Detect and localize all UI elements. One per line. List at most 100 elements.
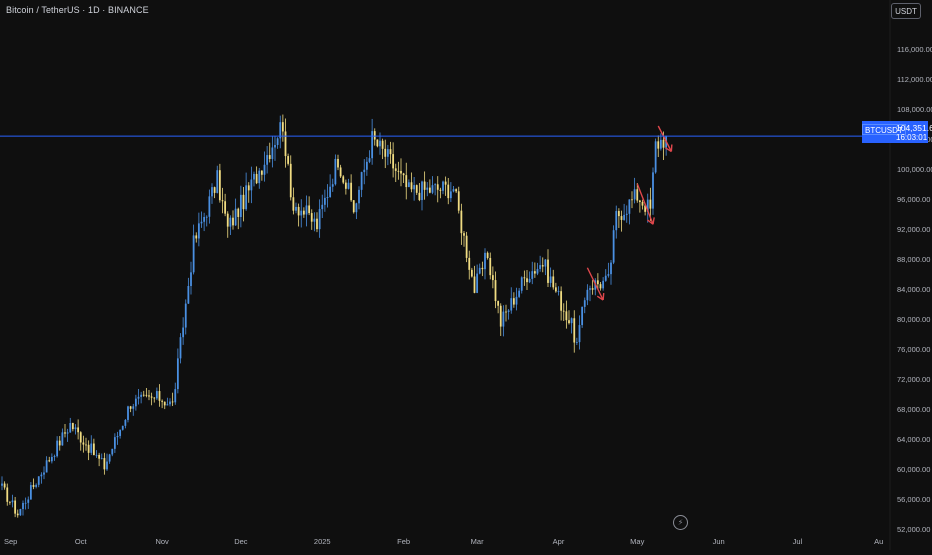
candle-body: [642, 202, 644, 206]
candle-body: [384, 149, 386, 157]
candle-body: [657, 141, 659, 148]
candle-body: [636, 189, 638, 200]
candle-body: [1, 484, 3, 486]
price-tick-label: 92,000.00: [897, 225, 930, 234]
candle-body: [558, 291, 560, 292]
candle-body: [513, 298, 515, 304]
time-tick-label: Feb: [397, 537, 410, 546]
bar-countdown: 16:03:01: [896, 133, 927, 142]
candle-body: [547, 260, 549, 283]
candle-body: [605, 276, 607, 281]
candle-body: [290, 164, 292, 197]
candle-body: [208, 196, 210, 216]
candle-body: [159, 391, 161, 401]
price-tick-label: 60,000.00: [897, 465, 930, 474]
candle-body: [180, 337, 182, 358]
candle-body: [455, 189, 457, 191]
candle-body: [69, 423, 71, 432]
candle-body: [366, 162, 368, 170]
candle-body: [287, 156, 289, 164]
candle-body: [311, 213, 313, 222]
currency-button[interactable]: USDT: [891, 3, 921, 19]
candle-body: [143, 395, 145, 396]
candle-body: [411, 182, 413, 189]
candle-body: [177, 358, 179, 389]
candle-body: [75, 427, 77, 429]
candle-body: [261, 171, 263, 175]
candle-body: [72, 423, 74, 429]
candle-body: [466, 236, 468, 258]
candle-body: [460, 211, 462, 233]
candle-body: [237, 209, 239, 217]
time-tick-label: May: [630, 537, 644, 546]
candle-body: [4, 484, 6, 488]
candle-body: [429, 188, 431, 193]
price-tick-label: 72,000.00: [897, 375, 930, 384]
candle-body: [613, 230, 615, 262]
last-price-value: 104,351.63: [896, 123, 932, 133]
candle-body: [256, 174, 258, 183]
candle-body: [652, 172, 654, 208]
candle-body: [584, 300, 586, 307]
candle-body: [581, 307, 583, 325]
candle-body: [416, 185, 418, 193]
candle-body: [111, 449, 113, 455]
candle-body: [187, 286, 189, 304]
candle-body: [235, 209, 237, 226]
candle-body: [529, 279, 531, 282]
candle-body: [214, 187, 216, 193]
candle-body: [576, 342, 578, 343]
candle-body: [245, 185, 247, 209]
candle-body: [573, 318, 575, 342]
candle-body: [219, 170, 221, 200]
symbol-title: Bitcoin / TetherUS · 1D · BINANCE: [6, 5, 149, 15]
candle-body: [101, 458, 103, 459]
price-tick-label: 64,000.00: [897, 435, 930, 444]
candle-body: [172, 402, 174, 403]
candle-body: [544, 260, 546, 267]
candle-body: [224, 201, 226, 213]
candle-body: [631, 199, 633, 200]
candle-body: [355, 203, 357, 212]
candle-body: [77, 427, 79, 432]
candle-body: [471, 270, 473, 277]
candle-body: [64, 432, 66, 433]
candle-body: [240, 195, 242, 217]
candle-body: [156, 391, 158, 398]
candle-body: [185, 304, 187, 328]
candle-body: [17, 514, 19, 516]
candle-body: [518, 291, 520, 297]
candle-body: [361, 172, 363, 190]
candle-body: [274, 145, 276, 147]
candle-body: [22, 503, 24, 509]
candle-body: [195, 235, 197, 238]
candle-body: [403, 173, 405, 175]
candle-body: [602, 281, 604, 289]
candle-body: [434, 184, 436, 185]
candle-body: [405, 175, 407, 187]
candle-body: [85, 445, 87, 446]
candle-body: [592, 288, 594, 290]
candle-body: [565, 311, 567, 320]
candle-body: [463, 233, 465, 236]
candle-body: [106, 462, 108, 470]
price-tick-label: 96,000.00: [897, 195, 930, 204]
lightning-icon[interactable]: ⚡: [673, 515, 688, 530]
candle-body: [313, 219, 315, 222]
candle-body: [618, 211, 620, 216]
candle-body: [537, 269, 539, 274]
candle-body: [487, 253, 489, 258]
candle-body: [476, 274, 478, 293]
candle-body: [379, 141, 381, 147]
time-tick-label: Apr: [553, 537, 565, 546]
candle-body: [269, 155, 271, 159]
candle-body: [610, 263, 612, 275]
candle-body: [421, 182, 423, 201]
candle-body: [9, 502, 11, 503]
candle-body: [479, 268, 481, 274]
time-tick-label: Au: [874, 537, 883, 546]
candle-body: [363, 170, 365, 172]
